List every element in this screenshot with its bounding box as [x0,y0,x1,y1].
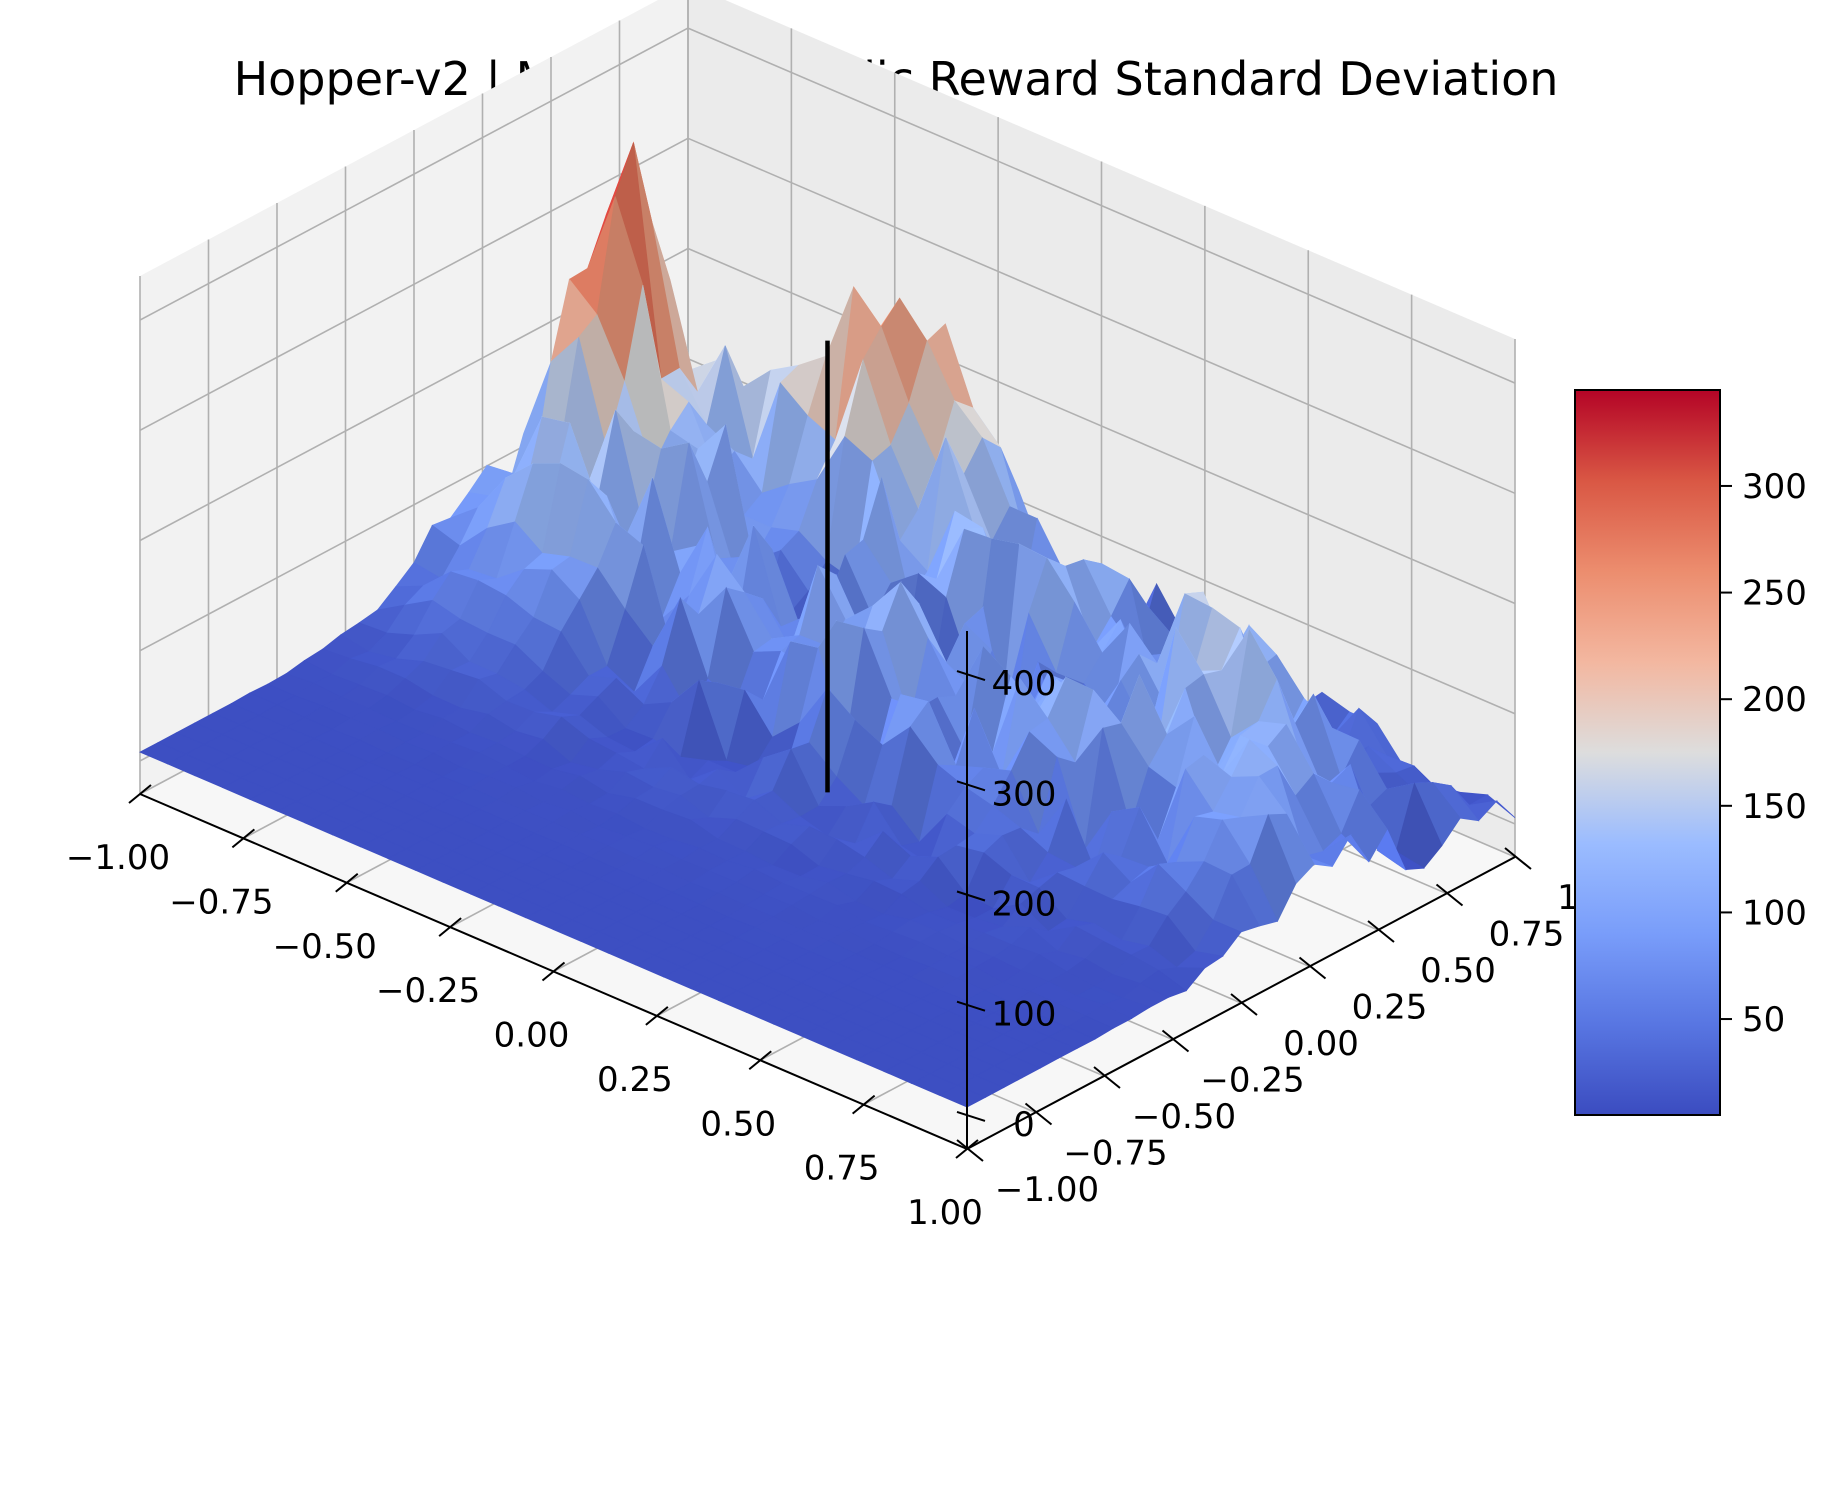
colorbar-tick-label: 150 [1742,787,1807,827]
colorbar-tick-label: 250 [1742,574,1807,614]
x-tick-mark [438,917,462,937]
gridline [139,27,689,321]
y-tick-mark [1435,883,1464,907]
colorbar-gradient [1574,389,1721,1116]
z-axis-ticks: 0 100 200 300 400 [956,664,1057,1145]
z-tick-mark [956,1110,986,1122]
y-tick-mark [1298,956,1327,980]
y-tick-mark [1504,847,1532,870]
y-tick-label: 0.75 [1489,915,1565,955]
x-tick-mark [128,784,152,804]
x-tick-label: 1.00 [907,1193,983,1233]
y-tick-mark [1024,1102,1053,1126]
z-tick-label: 0 [1013,1105,1035,1145]
x-axis-ticks: −1.00−0.75−0.50−0.25 0.00 0.25 0.50 0.75 1.00 [66,784,983,1233]
z-tick-mark [956,890,986,902]
y-tick-label: 0.00 [1283,1024,1359,1064]
y-tick-label: −0.25 [1200,1061,1304,1101]
y-tick-label: 0.50 [1420,951,1496,991]
y-tick-mark [1367,920,1395,943]
z-tick-mark [956,780,986,792]
y-tick-mark [1161,1029,1190,1053]
z-tick-label: 100 [992,995,1057,1035]
x-tick-label: −0.75 [169,882,273,922]
colorbar-tick-label: 50 [1742,1000,1785,1040]
x-tick-mark [541,961,566,982]
y-tick-label: −0.75 [1063,1134,1167,1174]
z-tick-label: 400 [992,664,1057,704]
gridline [687,247,1516,605]
y-tick-mark [956,1139,984,1162]
x-tick-label: 0.50 [700,1104,776,1144]
x-tick-mark [231,828,256,849]
z-tick-label: 300 [992,774,1057,814]
x-tick-label: −1.00 [66,838,170,878]
y-tick-mark [1093,1066,1121,1089]
x-tick-label: −0.25 [376,971,480,1011]
gridline [687,137,1516,495]
surface-mesh [139,141,1516,1108]
y-tick-label: −1.00 [995,1170,1099,1210]
gridline [687,27,1516,384]
x-tick-mark [335,872,359,893]
z-tick-mark [956,1000,986,1012]
x-tick-mark [645,1006,669,1026]
x-tick-mark [851,1094,876,1115]
y-tick-mark [1230,993,1258,1016]
colorbar: 50 100 150 200 250 300 [1574,389,1807,1116]
x-tick-label: −0.50 [273,927,377,967]
y-tick-label: 0.25 [1352,988,1428,1028]
y-tick-label: −0.50 [1132,1097,1236,1137]
z-tick-mark [956,670,986,682]
colorbar-tick-label: 300 [1742,467,1807,507]
x-tick-label: 0.25 [597,1060,673,1100]
x-tick-mark [748,1050,772,1071]
surface-face [938,1085,987,1108]
colorbar-tick-label: 200 [1742,680,1807,720]
gridline [139,137,689,432]
x-tick-label: 0.75 [804,1149,880,1189]
colorbar-tick-label: 100 [1742,893,1807,933]
z-tick-label: 200 [992,885,1057,925]
x-tick-label: 0.00 [494,1016,570,1056]
